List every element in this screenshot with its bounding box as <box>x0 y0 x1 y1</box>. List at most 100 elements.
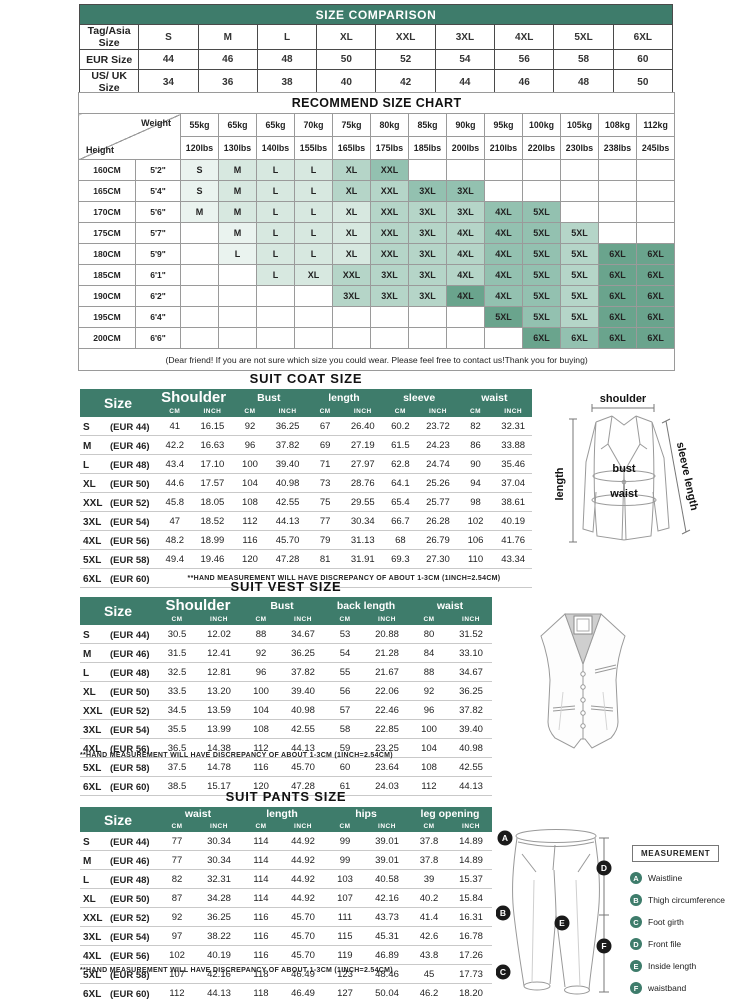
size-cell <box>218 264 257 286</box>
size-cell: 3XL <box>408 264 447 286</box>
size-cell: 3XL <box>446 201 485 223</box>
cell: 79 <box>306 530 344 550</box>
table-row: 5XL (EUR 58) 107 42.16 118 46.49 123 48.46 45 17.… <box>80 964 492 984</box>
size-cell <box>560 201 599 223</box>
unit-cm-header: CM <box>240 614 282 625</box>
table-row: XXL (EUR 52) 34.5 13.59 104 40.98 57 22.46 96 37.… <box>80 700 492 720</box>
table-row: 5XL (EUR 58) 49.4 19.46 120 47.28 81 31.91 69.3 2… <box>80 549 532 569</box>
unit-cm-header: CM <box>324 821 366 832</box>
cell: 103 <box>324 869 366 889</box>
size-cell: 6XL <box>635 327 676 349</box>
size-cell: 6XL <box>635 264 676 286</box>
cell: 37.8 <box>408 850 450 870</box>
size-code: XL <box>83 479 96 490</box>
size-cell: XXL <box>332 264 371 286</box>
weight-kg-header: 55kg <box>180 113 219 137</box>
legend-label: Thigh circumference <box>648 895 726 905</box>
cell: 40.98 <box>268 473 307 493</box>
size-cell: 4XL <box>446 264 485 286</box>
size-cell <box>635 180 676 202</box>
unit-cm-header: CM <box>408 821 450 832</box>
legend-label: waistband <box>648 983 687 993</box>
cell: 30.34 <box>198 850 240 870</box>
eur-size: (EUR 60) <box>110 574 150 585</box>
legend-marker: D <box>630 938 642 950</box>
cell: 44 <box>434 69 496 95</box>
cell: 37.8 <box>408 832 450 851</box>
height-ft: 5'7" <box>135 222 181 244</box>
cell: 18.99 <box>193 530 232 550</box>
weight-lbs-header: 238lbs <box>598 136 637 160</box>
cell: 61.5 <box>381 435 420 455</box>
size-cell <box>370 327 409 349</box>
size-cell: 4XL <box>484 285 523 307</box>
table-row: 165CM 5'4" S M L L XL XXL 3XL 3XL <box>78 180 676 202</box>
eur-size: (EUR 56) <box>110 951 150 962</box>
eur-size: (EUR 54) <box>110 932 150 943</box>
table-row: 4XL (EUR 56) 102 40.19 116 45.70 119 46.89 43.8 1… <box>80 945 492 965</box>
table-row: XXL (EUR 52) 45.8 18.05 108 42.55 75 29.55 65.4 2… <box>80 492 532 512</box>
cell: 127 <box>324 983 366 1000</box>
cell: 33.5 <box>156 681 198 701</box>
size-cell: M <box>180 201 219 223</box>
cell: 94 <box>456 473 495 493</box>
cell: 92 <box>231 417 269 436</box>
cell: 14.38 <box>198 738 240 758</box>
size-cell <box>180 327 219 349</box>
size-cell: L <box>256 264 295 286</box>
cell: 42.55 <box>268 492 307 512</box>
table-row: 180CM 5'9" L L L XL XXL 3XL 4XL 4XL 5XL 5XL 6XL 6XL <box>78 243 676 265</box>
size-cell: 6XL <box>635 306 676 328</box>
eur-size: (EUR 46) <box>110 856 150 867</box>
size-cell <box>180 306 219 328</box>
size-cell <box>218 285 257 307</box>
size-cell <box>484 159 523 181</box>
size-cell <box>180 243 219 265</box>
size-cell <box>446 159 485 181</box>
cell: 37.82 <box>268 435 307 455</box>
size-cell: 6XL <box>560 327 599 349</box>
cell: 112 <box>231 511 269 531</box>
weight-kg-header: 65kg <box>218 113 257 137</box>
cell: 42.16 <box>366 888 408 908</box>
unit-cm-header: CM <box>231 406 269 417</box>
cell: 12.02 <box>198 625 240 644</box>
table-row: XL (EUR 50) 87 34.28 114 44.92 107 42.16 40.2 15.… <box>80 888 492 908</box>
legend-item: B Thigh circumference <box>630 894 748 906</box>
cell: 47 <box>156 511 194 531</box>
measurement-legend-title: MEASUREMENT <box>632 845 720 862</box>
size-cell: 5XL (EUR 58) <box>80 549 156 569</box>
eur-size: (EUR 44) <box>110 837 150 848</box>
size-cell: 3XL (EUR 54) <box>80 926 156 946</box>
cell: 36.25 <box>198 907 240 927</box>
cell: 90 <box>456 454 495 474</box>
height-cm: 190CM <box>78 285 136 307</box>
table-row: 160CM 5'2" S M L L XL XXL <box>78 159 676 181</box>
legend-marker: B <box>630 894 642 906</box>
cell: 43.34 <box>494 549 532 569</box>
group-header: length <box>306 389 382 406</box>
cell: 26.79 <box>419 530 457 550</box>
cell: 112 <box>408 776 450 796</box>
cell: 48 <box>553 69 614 95</box>
cell: 100 <box>240 681 282 701</box>
table-row: 185CM 6'1" L XL XXL 3XL 3XL 4XL 4XL 5XL 5XL 6XL 6XL <box>78 264 676 286</box>
cell: 12.81 <box>198 662 240 682</box>
cell: 13.20 <box>198 681 240 701</box>
size-cell: 6XL <box>598 243 637 265</box>
cell: 36.25 <box>268 417 307 436</box>
size-cell <box>370 306 409 328</box>
cell: 40.98 <box>282 700 324 720</box>
table-row: XXL (EUR 52) 92 36.25 116 45.70 111 43.73 41.4 16… <box>80 907 492 927</box>
size-cell: 3XL <box>370 264 409 286</box>
cell: 16.63 <box>193 435 232 455</box>
table-row: S (EUR 44) 41 16.15 92 36.25 67 26.40 60.2 23.72 8… <box>80 417 532 436</box>
pants-size-table: Size waist length hips leg opening CM INCH CM IN… <box>80 807 492 1000</box>
cell: 96 <box>240 662 282 682</box>
size-cell: M (EUR 46) <box>80 643 156 663</box>
size-cell: XL (EUR 50) <box>80 473 156 493</box>
eur-size: (EUR 54) <box>110 725 150 736</box>
cell: 32.5 <box>156 662 198 682</box>
cell: 41.76 <box>494 530 532 550</box>
height-cm: 200CM <box>78 327 136 349</box>
